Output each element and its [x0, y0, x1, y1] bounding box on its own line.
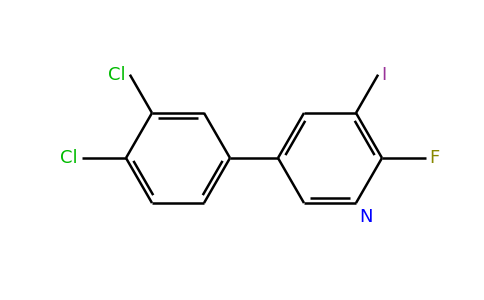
Text: N: N	[359, 208, 373, 226]
Text: I: I	[381, 66, 386, 84]
Text: Cl: Cl	[60, 149, 78, 167]
Text: F: F	[429, 149, 439, 167]
Text: Cl: Cl	[108, 66, 126, 84]
